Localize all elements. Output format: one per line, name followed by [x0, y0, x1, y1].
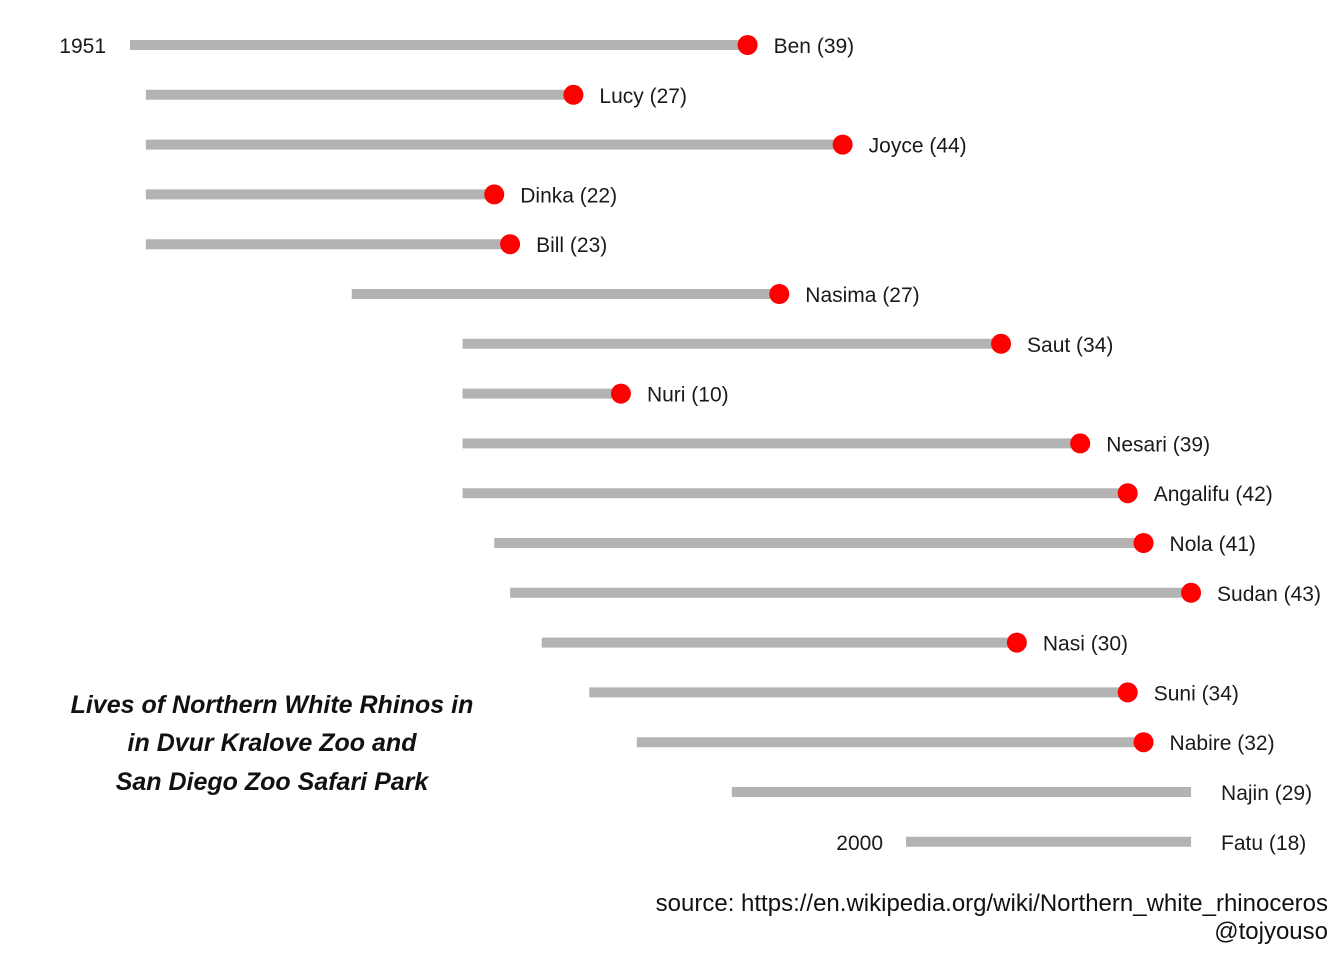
rhino-label: Nesari (39) [1106, 433, 1210, 456]
rhino-row: Joyce (44) [145, 134, 967, 158]
rhino-row: Nasi (30) [541, 632, 1128, 656]
rhino-label: Najin (29) [1221, 782, 1312, 805]
rhino-row: Suni (34) [589, 682, 1239, 705]
death-dot [1133, 533, 1154, 553]
rhino-label: Joyce (44) [869, 135, 967, 158]
death-dot [1006, 632, 1027, 653]
death-dot [1070, 433, 1091, 454]
credit-caption: @tojyouso [1214, 918, 1328, 945]
rhino-row: Nasima (27) [351, 284, 920, 307]
death-dot [610, 383, 631, 404]
death-dot [1117, 483, 1138, 504]
rhino-label: Nuri (10) [647, 384, 729, 407]
rhino-label: Saut (34) [1027, 334, 1113, 357]
rhino-label: Fatu (18) [1221, 832, 1306, 855]
rhino-row: Nesari (39) [462, 433, 1210, 456]
death-dot [1133, 732, 1154, 753]
rhino-row: Najin (29) [731, 782, 1312, 805]
rhino-row: Angalifu (42) [462, 483, 1273, 506]
rhino-row: Bill (23) [145, 234, 607, 257]
rhino-label: Ben (39) [774, 35, 855, 58]
chart-title-line-1: Lives of Northern White Rhinos in [71, 691, 474, 719]
source-caption: source: https://en.wikipedia.org/wiki/No… [656, 890, 1328, 917]
death-dot [563, 84, 584, 105]
death-dot [1117, 682, 1138, 703]
rhino-label: Nabire (32) [1170, 732, 1275, 755]
rhino-label: Nasima (27) [805, 284, 919, 307]
death-dot [991, 333, 1012, 354]
rhino-row: Dinka (22) [145, 184, 617, 207]
rhino-row: Nuri (10) [462, 383, 729, 407]
rhino-label: Nasi (30) [1043, 633, 1128, 656]
rhino-label: Bill (23) [536, 234, 607, 257]
rhino-row: Nabire (32) [636, 732, 1275, 755]
death-dot [737, 35, 758, 55]
chart-title-line-2: in Dvur Kralove Zoo and [128, 729, 418, 757]
death-dot [832, 134, 853, 155]
rhino-row: Saut (34) [462, 333, 1113, 357]
death-dot [500, 234, 521, 255]
rhino-row: Lucy (27) [145, 84, 687, 108]
death-dot [484, 184, 505, 205]
death-dot [769, 284, 790, 304]
rhino-label: Suni (34) [1154, 682, 1239, 705]
rhino-row: Sudan (43) [510, 582, 1321, 606]
death-dot [1181, 582, 1202, 603]
start-year-label: 1951 [59, 35, 106, 58]
rhino-label: Lucy (27) [599, 85, 687, 108]
rhino-label: Sudan (43) [1217, 583, 1321, 606]
rhino-label: Angalifu (42) [1154, 483, 1273, 506]
rhino-row: Ben (39) [130, 35, 854, 58]
rhino-label: Nola (41) [1170, 533, 1256, 556]
rhino-label: Dinka (22) [520, 184, 617, 207]
rhino-row: Nola (41) [494, 533, 1256, 556]
chart-title-line-3: San Diego Zoo Safari Park [116, 768, 430, 796]
rhino-row: Fatu (18) [906, 832, 1306, 855]
end-year-label: 2000 [836, 832, 883, 855]
